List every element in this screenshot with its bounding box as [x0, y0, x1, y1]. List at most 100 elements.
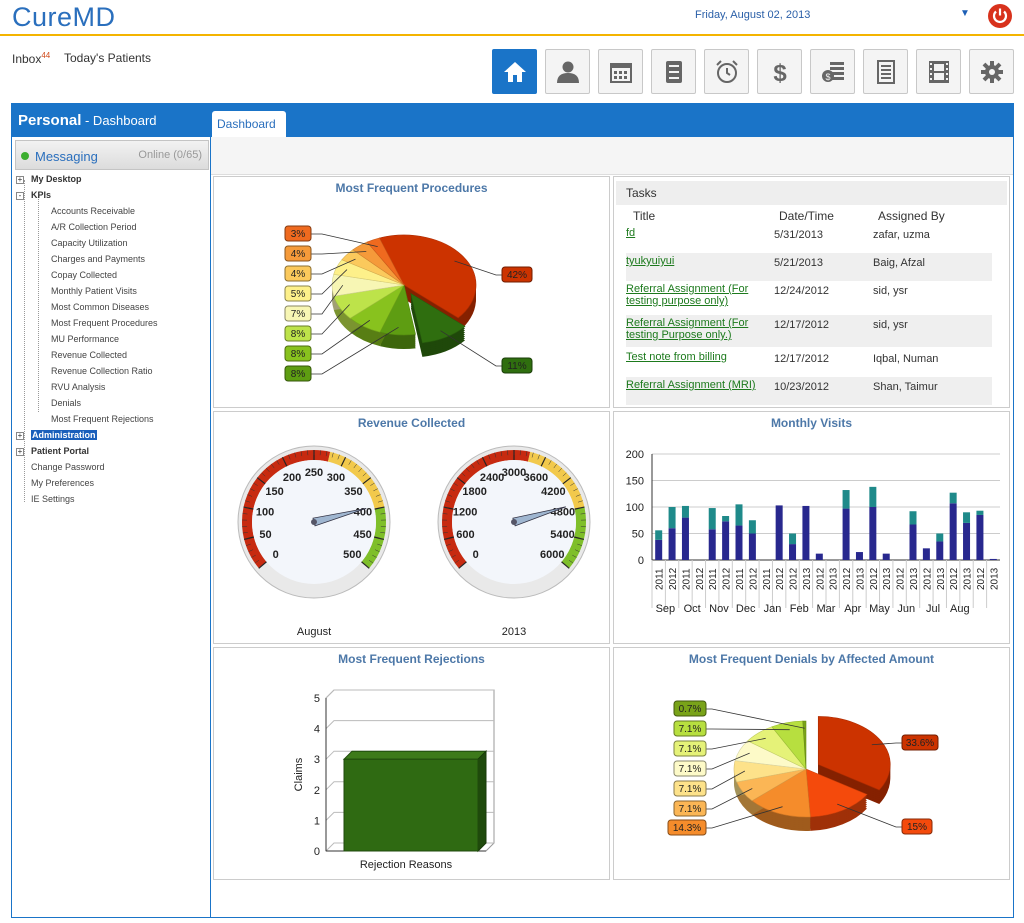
tree-item[interactable]: MU Performance	[51, 334, 120, 344]
tree-item[interactable]: IE Settings	[31, 494, 75, 504]
tree-item[interactable]: My Preferences	[31, 478, 95, 488]
pie-slice	[802, 720, 807, 770]
todays-patients-link[interactable]: Today's Patients	[64, 51, 152, 65]
data-label: 33.6%	[906, 738, 934, 749]
inbox-link[interactable]: Inbox44	[12, 51, 50, 66]
task-title-line: Referral Assignment (For	[626, 317, 749, 329]
task-title-link[interactable]: Referral Assignment (For testing purpose …	[626, 283, 748, 307]
expand-icon[interactable]: +	[16, 175, 24, 184]
media-button[interactable]	[916, 49, 961, 94]
gauge-minor-tick	[575, 494, 581, 497]
gauge-minor-tick	[577, 543, 583, 546]
reports-button[interactable]	[863, 49, 908, 94]
pie-slice	[805, 768, 868, 818]
collapse-icon[interactable]: -	[16, 192, 24, 200]
tree-item[interactable]: Change Password	[31, 462, 105, 472]
table-row: Referral Assignment (For testing purpose …	[626, 281, 992, 313]
tab-dashboard[interactable]: Dashboard	[212, 111, 286, 138]
home-button[interactable]	[492, 49, 537, 94]
label-leader	[837, 803, 902, 828]
records-button[interactable]	[651, 49, 696, 94]
gauge-minor-tick	[253, 482, 258, 486]
tree-item[interactable]: Accounts Receivable	[51, 206, 136, 216]
tree-item[interactable]: A/R Collection Period	[51, 222, 137, 232]
tree-item[interactable]: Capacity Utilization	[51, 238, 128, 248]
gauge-tick-label: 50	[259, 529, 271, 541]
gauge-minor-tick	[245, 543, 251, 546]
x-tick-label: 2013	[936, 567, 947, 590]
tree-item[interactable]: Administration	[31, 430, 97, 440]
expand-icon[interactable]: +	[16, 431, 24, 440]
data-label-box	[673, 780, 707, 797]
x-tick-label: 2012	[722, 567, 733, 590]
label-leader	[706, 737, 766, 750]
tree-item[interactable]: Copay Collected	[51, 270, 118, 280]
gauge-tick-label: 100	[256, 507, 274, 519]
x-tick-label: 2013	[855, 567, 866, 590]
tree-item[interactable]: My Desktop	[31, 174, 82, 184]
gauge-minor-tick	[573, 488, 578, 492]
gauge-minor-tick	[471, 463, 475, 469]
gauge-minor-tick	[562, 472, 567, 477]
gauge-minor-tick	[271, 463, 275, 469]
bar	[936, 541, 944, 560]
tree-item[interactable]: Denials	[51, 398, 82, 408]
panel-most-frequent-rejections: Most Frequent Rejections 0 1 2 3 4 5 Rejection…	[213, 647, 610, 880]
tree-item[interactable]: Most Common Diseases	[51, 302, 150, 312]
gauge-pivot	[311, 519, 317, 525]
task-assigned-by: sid, ysr	[873, 285, 908, 297]
y-tick-label: 2	[314, 785, 320, 797]
task-title-link[interactable]: Test note from billing	[626, 351, 727, 363]
bar	[655, 530, 663, 540]
gauge-minor-tick	[245, 500, 251, 503]
tree-item[interactable]: Most Frequent Rejections	[51, 414, 154, 424]
data-label: 15%	[907, 822, 927, 833]
task-assigned-by: Shan, Taimur	[873, 381, 938, 393]
table-row: tyukyuiyui 5/21/2013 Baig, Afzal	[626, 253, 992, 281]
x-tick-label: 2013	[989, 567, 1000, 590]
gauge-minor-tick	[266, 467, 270, 473]
payments-button[interactable]: $	[810, 49, 855, 94]
gauge-minor-tick	[577, 500, 583, 503]
gauge-minor-tick	[442, 532, 448, 534]
tree-item[interactable]: Revenue Collected	[51, 350, 128, 360]
expand-icon[interactable]: +	[16, 447, 24, 456]
tree-item[interactable]: Revenue Collection Ratio	[51, 366, 153, 376]
task-title-link[interactable]: Referral Assignment (MRI)	[626, 379, 756, 391]
bar	[949, 503, 957, 560]
caret-down-icon[interactable]: ▼	[960, 8, 970, 19]
tree-item[interactable]: Most Frequent Procedures	[51, 318, 158, 328]
bar	[343, 758, 479, 852]
messaging-bar[interactable]: Messaging Online (0/65)	[15, 140, 209, 170]
task-title-link[interactable]: fd	[626, 227, 635, 239]
dollar-icon: $	[773, 60, 787, 85]
gauge-minor-tick	[558, 467, 562, 473]
task-title-line: Referral Assignment (For	[626, 283, 749, 295]
y-tick-label: 1	[314, 815, 320, 827]
tree-item[interactable]: Patient Portal	[31, 446, 90, 456]
gauge-minor-tick	[343, 457, 346, 462]
tree-item[interactable]: RVU Analysis	[51, 382, 106, 392]
gauge-minor-tick	[254, 560, 260, 564]
patient-button[interactable]	[545, 49, 590, 94]
current-date: Friday, August 02, 2013	[695, 9, 811, 21]
tree-item[interactable]: KPIs	[31, 190, 52, 200]
task-title-link[interactable]: Referral Assignment (For testing Purpose …	[626, 317, 748, 341]
task-title-link[interactable]: tyukyuiyui	[626, 255, 674, 267]
gauge-band	[361, 507, 386, 569]
calendar-button[interactable]	[598, 49, 643, 94]
column-header-title: Title	[633, 209, 656, 223]
billing-button[interactable]: $	[757, 49, 802, 94]
settings-button[interactable]	[969, 49, 1014, 94]
bar	[789, 544, 797, 560]
task-date: 5/21/2013	[774, 257, 823, 269]
panel-monthly-visits: Monthly Visits 0 50 100 150 200 2011 2012 2011 2…	[613, 411, 1010, 644]
x-tick-label: 2011	[681, 568, 692, 590]
tree-item[interactable]: Monthly Patient Visits	[51, 286, 137, 296]
reminders-button[interactable]	[704, 49, 749, 94]
power-icon[interactable]	[988, 4, 1012, 28]
cabinet-icon	[666, 61, 682, 83]
tree-item[interactable]: Charges and Payments	[51, 254, 146, 264]
label-leader	[311, 304, 350, 335]
gauge-label: 2013	[502, 626, 526, 638]
